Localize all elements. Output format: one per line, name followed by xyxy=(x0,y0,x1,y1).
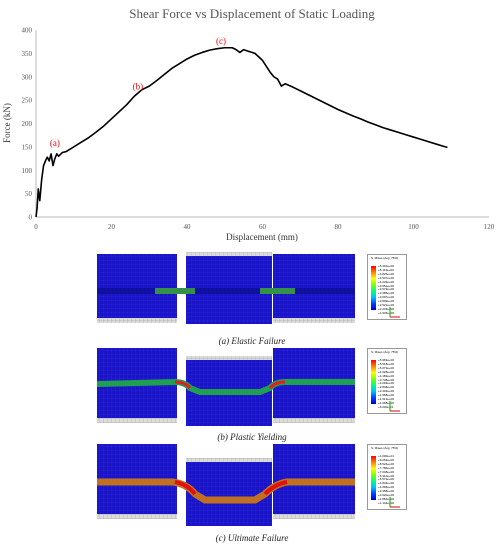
fem-panel-plastic: S, Mises (Avg: 75%) +5.963e+00 +5.518e+00… xyxy=(95,346,407,426)
axis-triad-icon xyxy=(389,401,400,412)
legend-value: +5.073e+00 xyxy=(378,365,395,370)
legend-title: S, Mises (Avg: 75%) xyxy=(371,350,399,354)
caption-elastic-failure: (a) Elastic Failure xyxy=(218,336,286,346)
legend-value: +5.401e+00 xyxy=(378,264,395,268)
legend-value: +2.848e+00 xyxy=(378,385,395,390)
legend-value: +7.786e+00 xyxy=(378,465,395,470)
legend-values: +5.401e+00 +5.113e+00 +4.825e+00 +4.537e+00… xyxy=(378,264,395,316)
x-axis-label: Displacement (mm) xyxy=(226,232,298,242)
legend-value: +2.620e+00 xyxy=(378,493,395,498)
y-tick-label: 150 xyxy=(22,143,33,151)
y-tick-label: 250 xyxy=(22,97,33,105)
legend-value: +4.249e+00 xyxy=(378,279,395,284)
legend-value: +6.230e-01 xyxy=(378,404,394,409)
legend-value: +1.144e+00 xyxy=(378,500,395,505)
x-tick-label: 120 xyxy=(484,223,495,231)
legend-value: +1.945e+00 xyxy=(378,310,395,315)
fem-mesh-image xyxy=(96,348,355,426)
y-tick-label: 200 xyxy=(22,120,33,128)
legend-value: +9.262e+00 xyxy=(378,457,395,462)
legend-value: +3.358e+00 xyxy=(378,489,395,494)
y-tick-label: 50 xyxy=(25,190,33,198)
fem-panel-elastic: S, Mises (Avg: 75%) +5.401e+00 +5.113e+00… xyxy=(95,252,407,324)
caption-ultimate-failure: (c) Ultimate Failure xyxy=(215,533,289,543)
legend-value: +5.113e+00 xyxy=(378,267,394,272)
annotation-label: (b) xyxy=(133,81,144,91)
legend-value: +3.738e+00 xyxy=(378,377,395,382)
legend-value: +2.403e+00 xyxy=(378,389,395,394)
x-tick-label: 100 xyxy=(408,223,419,231)
fem-panel-ultimate: S, Mises (Avg: 75%) +1.000e+01 +9.262e+00… xyxy=(95,442,407,526)
axis-triad-icon xyxy=(389,307,400,318)
legend-value: +7.048e+00 xyxy=(378,469,395,474)
legend-value: +5.963e+00 xyxy=(378,358,395,362)
legend-value: +1.882e+00 xyxy=(378,496,395,501)
legend-value: +1.068e+00 xyxy=(378,400,395,405)
annotation-label: (a) xyxy=(50,138,60,148)
x-tick-label: 80 xyxy=(335,223,343,231)
chart-series xyxy=(35,46,448,218)
legend-value: +3.961e+00 xyxy=(378,283,395,288)
chart-ticks: 0 20 40 60 80 100 120 0 50 100 150 200 250 300 350 400 xyxy=(22,27,495,232)
legend-value: +1.513e+00 xyxy=(378,397,395,402)
legend-value: +1.958e+00 xyxy=(378,393,395,398)
legend-value: +4.628e+00 xyxy=(378,369,395,374)
axis-triad-icon xyxy=(389,497,400,508)
legend-value: +4.537e+00 xyxy=(378,275,395,280)
y-tick-label: 0 xyxy=(29,214,33,222)
chart-annotations: (a) (b) (c) xyxy=(50,36,226,148)
legend-value: +3.673e+00 xyxy=(378,287,395,292)
legend-value: +8.524e+00 xyxy=(378,461,395,466)
legend-value: +2.233e+00 xyxy=(378,306,395,311)
annotation-label: (c) xyxy=(216,36,226,46)
legend-color-bar xyxy=(371,456,376,500)
legend-color-bar xyxy=(371,360,376,404)
fem-mesh-image xyxy=(97,444,355,526)
legend-color-bar xyxy=(371,266,376,310)
caption-plastic-yielding: (b) Plastic Yielding xyxy=(217,432,287,442)
legend-value: +5.572e+00 xyxy=(378,477,395,482)
legend-title: S, Mises (Avg: 75%) xyxy=(371,256,399,260)
x-tick-label: 40 xyxy=(184,223,192,231)
y-tick-label: 100 xyxy=(22,167,33,175)
y-tick-label: 400 xyxy=(22,27,33,35)
legend-value: +1.000e+01 xyxy=(378,454,395,458)
legend-values: +1.000e+01 +9.262e+00 +8.524e+00 +7.786e+00… xyxy=(378,454,395,506)
x-tick-label: 60 xyxy=(259,223,267,231)
stress-legend: S, Mises (Avg: 75%) +1.000e+01 +9.262e+00… xyxy=(367,444,407,510)
legend-value: +2.809e+00 xyxy=(378,299,395,304)
legend-title: S, Mises (Avg: 75%) xyxy=(371,446,399,450)
legend-value: +4.096e+00 xyxy=(378,485,395,490)
legend-value: +3.385e+00 xyxy=(378,291,395,296)
y-tick-label: 350 xyxy=(22,50,33,58)
y-tick-label: 300 xyxy=(22,73,33,81)
force-displacement-chart: 0 20 40 60 80 100 120050100150200250300350400 … xyxy=(2,27,495,243)
series-line-0 xyxy=(35,46,448,218)
chart-title: Shear Force vs Displacement of Static Lo… xyxy=(129,6,375,21)
stress-legend: S, Mises (Avg: 75%) +5.963e+00 +5.518e+00… xyxy=(367,348,407,414)
legend-value: +3.097e+00 xyxy=(378,295,395,300)
legend-value: +4.183e+00 xyxy=(378,373,395,378)
legend-value: +2.521e+00 xyxy=(378,303,395,308)
stress-legend: S, Mises (Avg: 75%) +5.401e+00 +5.113e+00… xyxy=(367,254,407,320)
fem-mesh-image xyxy=(97,252,355,324)
legend-value: +6.310e+00 xyxy=(378,473,395,478)
y-axis-label: Force (kN) xyxy=(2,103,12,143)
legend-values: +5.963e+00 +5.518e+00 +5.073e+00 +4.628e+00… xyxy=(378,358,395,410)
legend-value: +4.825e+00 xyxy=(378,271,395,276)
legend-value: +4.834e+00 xyxy=(378,481,395,486)
legend-value: +3.293e+00 xyxy=(378,381,395,386)
legend-value: +5.518e+00 xyxy=(378,361,395,366)
x-tick-label: 20 xyxy=(108,223,116,231)
chart-axes xyxy=(35,30,489,218)
x-tick-label: 0 xyxy=(34,223,38,231)
